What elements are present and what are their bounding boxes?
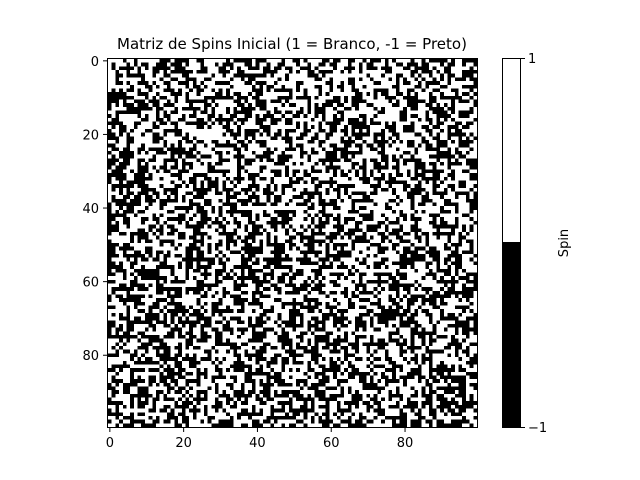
spin-matrix-heatmap: [108, 59, 477, 427]
colorbar-segment-positive: [502, 58, 520, 242]
colorbar-segment-negative: [502, 242, 520, 427]
x-axis: 0 20 40 60 80: [106, 428, 414, 451]
x-tick-label-20: 20: [175, 436, 192, 451]
x-tick-label-80: 80: [397, 436, 414, 451]
heatmap-frame: [107, 58, 478, 428]
colorbar-tick-label-top: 1: [528, 52, 536, 67]
x-tick-label-60: 60: [323, 436, 340, 451]
x-tick-label-0: 0: [106, 436, 114, 451]
colorbar-frame: [502, 58, 521, 428]
colorbar-label: Spin: [557, 229, 572, 257]
y-tick-label-0: 0: [91, 55, 99, 70]
colorbar-tick-label-bottom: −1: [528, 421, 547, 436]
y-tick-label-60: 60: [82, 276, 99, 291]
x-tick-label-40: 40: [249, 436, 266, 451]
heatmap-negative-cells: [108, 59, 477, 427]
y-tick-label-80: 80: [82, 349, 99, 364]
y-tick-label-20: 20: [82, 128, 99, 143]
chart-title: Matriz de Spins Inicial (1 = Branco, -1 …: [117, 35, 467, 53]
y-tick-label-40: 40: [82, 202, 99, 217]
colorbar: 1 −1 Spin: [502, 52, 572, 436]
y-axis: 0 20 40 60 80: [82, 55, 107, 364]
